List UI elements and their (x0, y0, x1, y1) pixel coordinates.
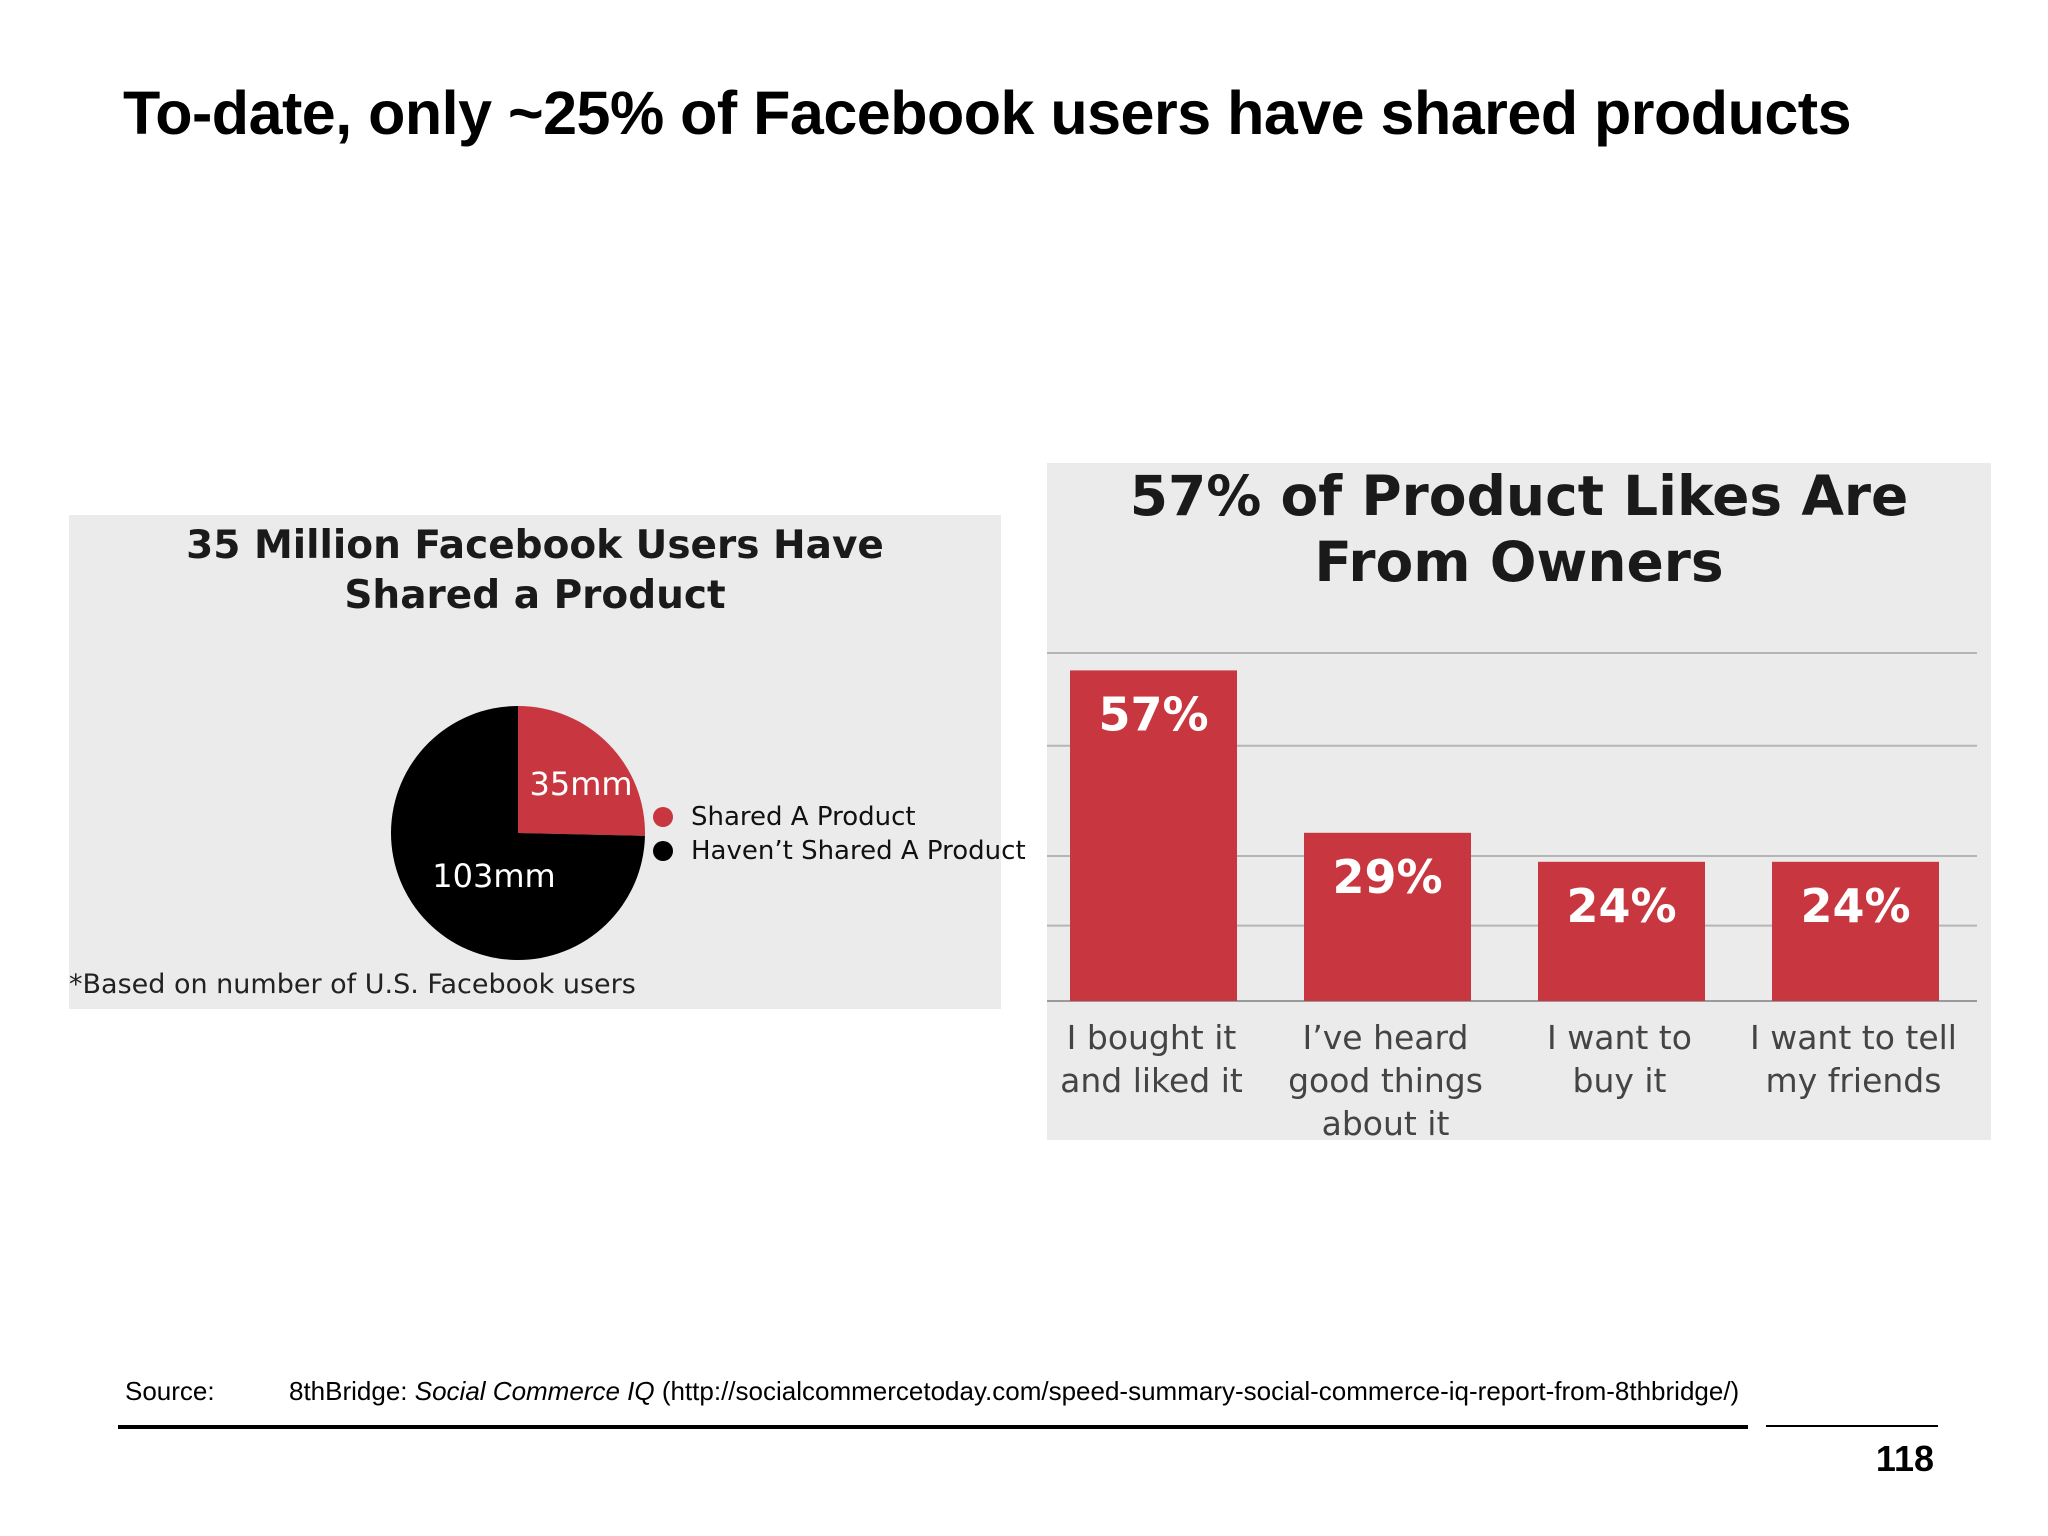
footer-rule (118, 1425, 1748, 1429)
bar-category-label-1-0: I’ve heard (1303, 1018, 1469, 1057)
bar-category-label-1-2: about it (1322, 1104, 1450, 1143)
bar-category-label-1-1: good things (1288, 1061, 1483, 1100)
legend-swatch-not-shared (653, 841, 673, 861)
pie-legend: Shared A Product Haven’t Shared A Produc… (653, 800, 1026, 868)
legend-label-not-shared: Haven’t Shared A Product (691, 836, 1026, 866)
bar-title-line-1: 57% of Product Likes Are (1129, 464, 1909, 528)
bar-category-label-2-0: I want to (1547, 1018, 1692, 1057)
legend-item-shared: Shared A Product (653, 800, 1026, 834)
bar-0 (1070, 670, 1237, 1001)
bar-category-label-0-1: and liked it (1060, 1061, 1243, 1100)
pie-slice-label-0: 35mm (529, 765, 632, 803)
bar-value-label-2: 24% (1566, 879, 1676, 933)
pie-footnote: *Based on number of U.S. Facebook users (69, 969, 636, 1000)
bar-category-label-3-0: I want to tell (1750, 1018, 1957, 1057)
bar-2 (1538, 861, 1705, 1001)
pie-chart-panel: 35 Million Facebook Users Have Shared a … (69, 515, 1026, 1009)
legend-label-shared: Shared A Product (691, 802, 916, 832)
pie-slice-0 (518, 706, 645, 836)
bar-value-label-3: 24% (1800, 879, 1910, 933)
bar-1 (1304, 832, 1471, 1001)
slide-title: To-date, only ~25% of Facebook users hav… (123, 79, 1852, 147)
bar-title-line-2: From Owners (1314, 530, 1724, 594)
footer-rule-short (1766, 1425, 1938, 1427)
bar-value-label-0: 57% (1098, 687, 1208, 741)
bar-category-label-2-1: buy it (1573, 1061, 1667, 1100)
page-number: 118 (1875, 1438, 1934, 1479)
bar-category-label-0-0: I bought it (1067, 1018, 1237, 1057)
legend-item-not-shared: Haven’t Shared A Product (653, 834, 1026, 868)
bar-3 (1772, 861, 1939, 1001)
pie-slice-label-1: 103mm (432, 857, 555, 895)
source-org: 8thBridge: (289, 1376, 415, 1406)
source-label: Source: (125, 1376, 215, 1406)
bar-value-label-1: 29% (1332, 850, 1442, 904)
pie-title-line-2: Shared a Product (344, 573, 726, 618)
pie-chart-title: 35 Million Facebook Users Have Shared a … (69, 521, 1001, 621)
legend-swatch-shared (653, 807, 673, 827)
source-publication: Social Commerce IQ (414, 1376, 655, 1406)
pie-chart: 35mm 103mm (391, 706, 645, 960)
source-citation: 8thBridge: Social Commerce IQ (http://so… (289, 1376, 1739, 1407)
pie-slice-1 (391, 706, 645, 960)
source-url: (http://socialcommercetoday.com/speed-su… (654, 1376, 1740, 1406)
bar-chart-title: 57% of Product Likes Are From Owners (1047, 463, 1991, 595)
bar-category-label-3-1: my friends (1766, 1061, 1942, 1100)
pie-title-line-1: 35 Million Facebook Users Have (186, 523, 884, 568)
bar-chart: 57% I bought it and liked it 29% I’ve heard g… (1047, 652, 1977, 1143)
bar-chart-panel: 57% of Product Likes Are From Owners 57%… (1047, 463, 1991, 1143)
